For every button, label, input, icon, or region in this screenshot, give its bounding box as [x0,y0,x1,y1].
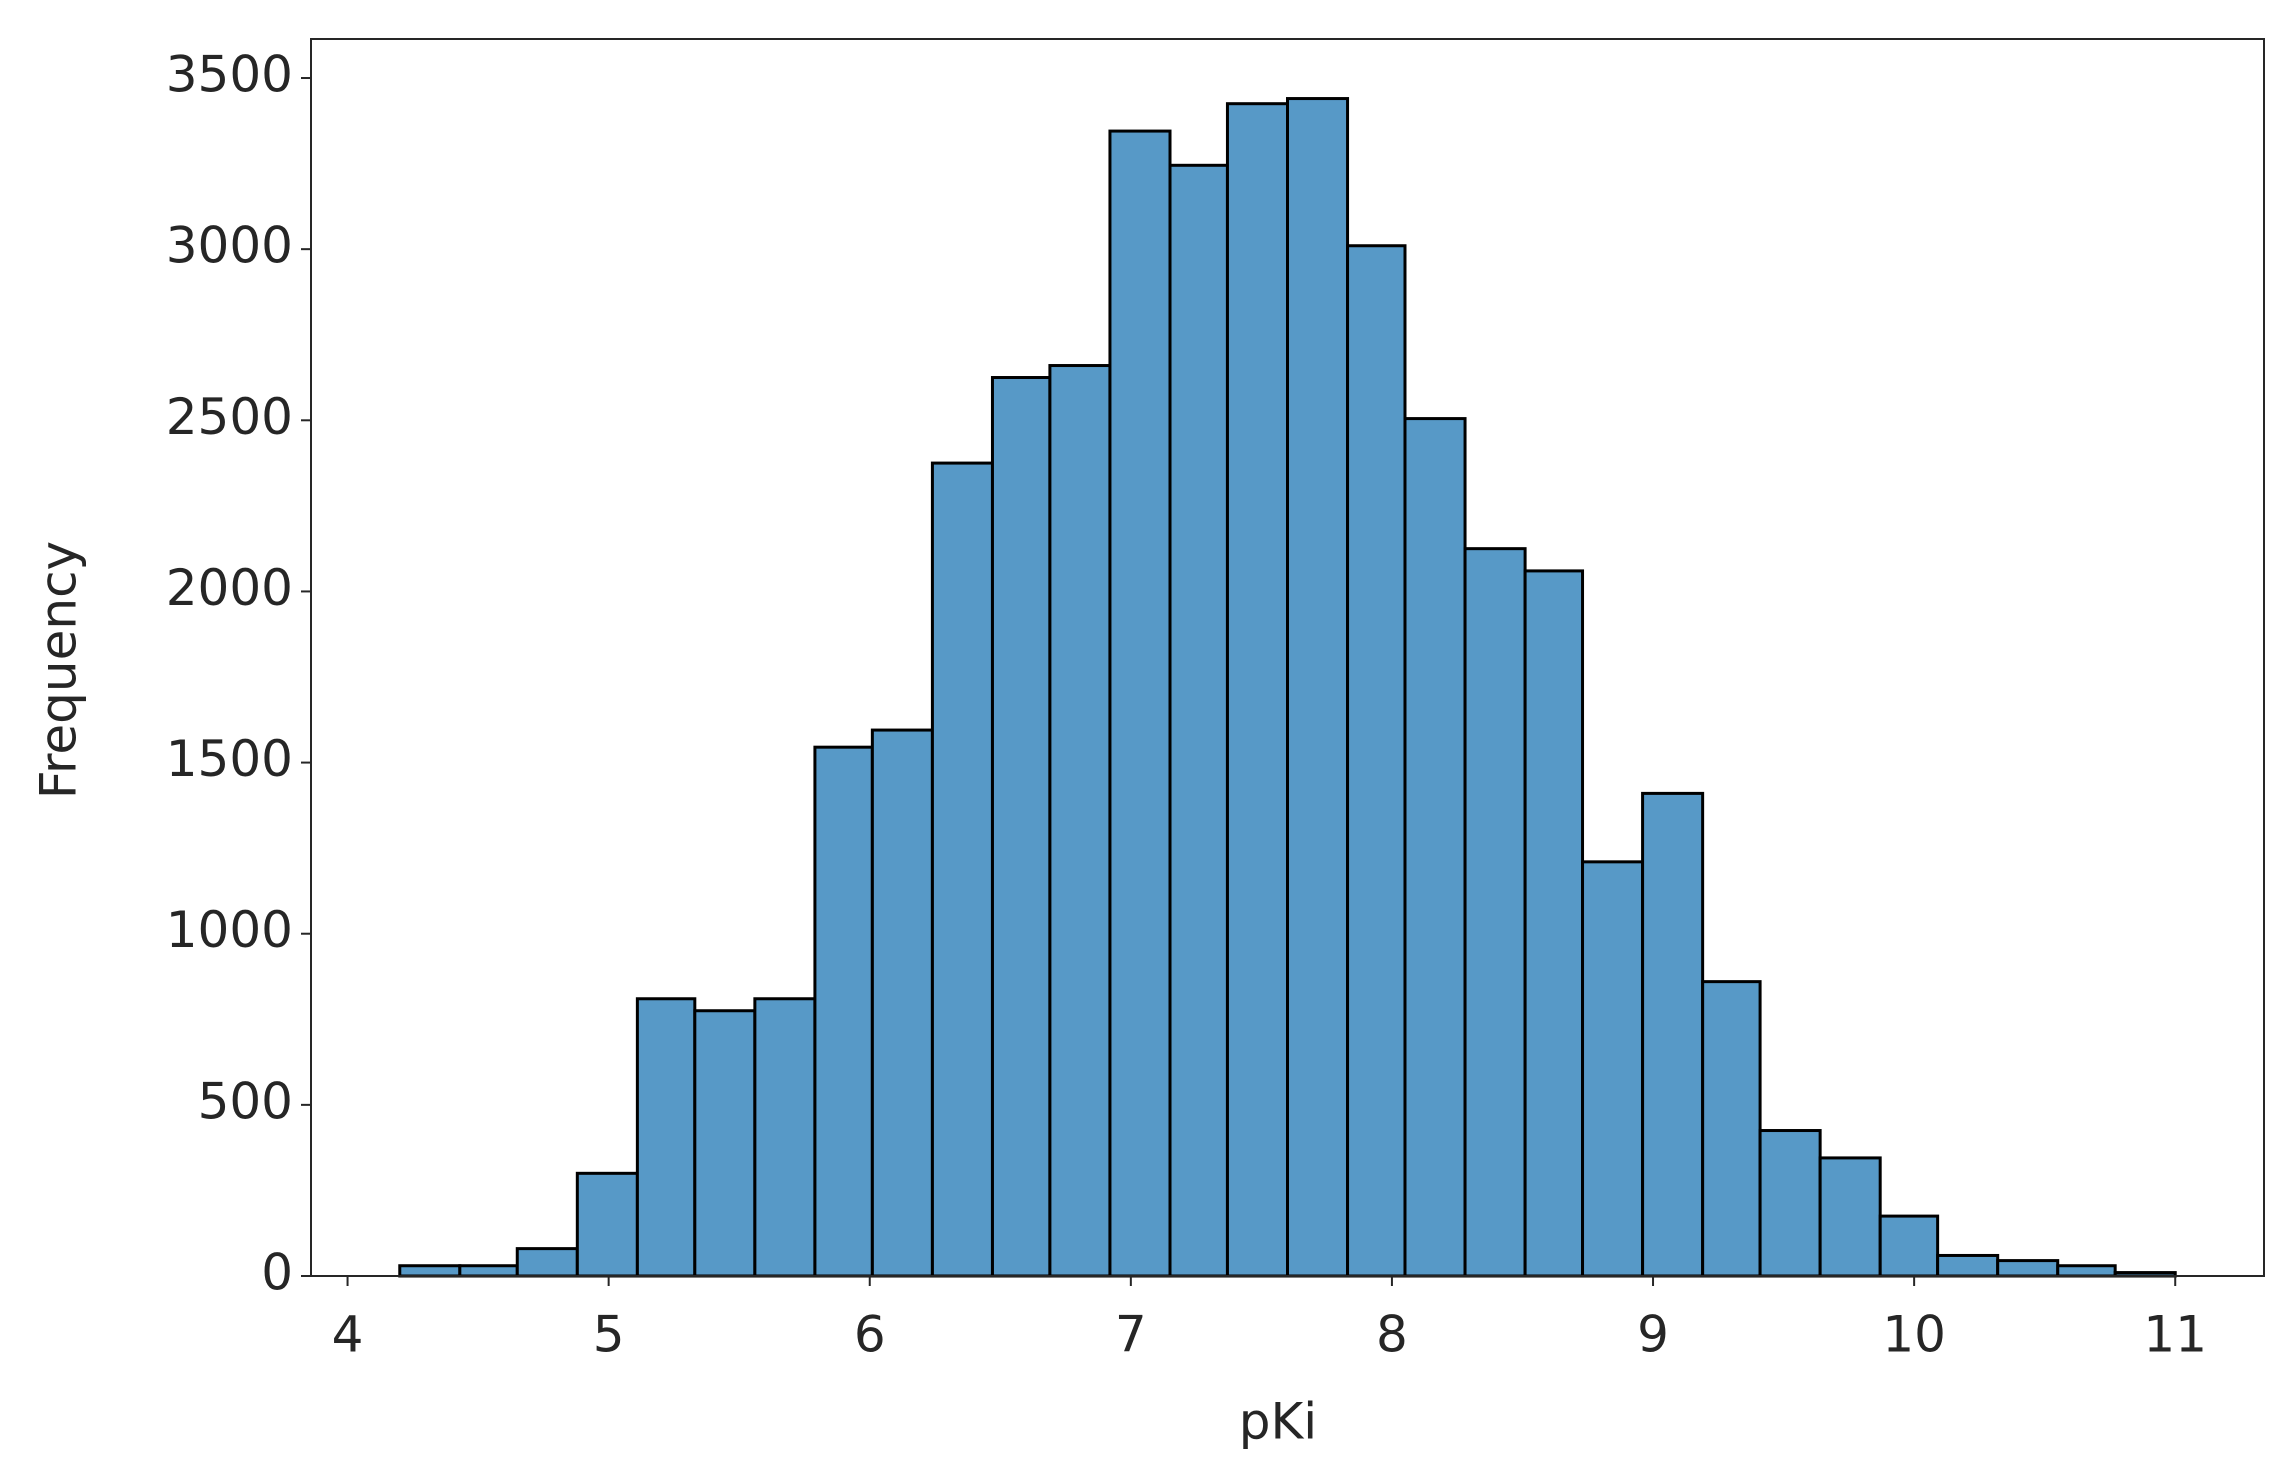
x-tick-label: 5 [593,1306,625,1364]
bar [1286,97,1350,1278]
bar [1936,1253,2000,1278]
bar [398,1264,462,1278]
bar [753,997,817,1278]
bar [1048,364,1112,1278]
bar [1523,569,1585,1278]
x-axis-label: pKi [1239,1393,1317,1451]
bar [1108,129,1172,1278]
y-tick-label: 2500 [166,388,293,446]
bar [575,1171,639,1278]
y-tick-label: 1500 [166,730,293,788]
bar [813,745,874,1278]
bar [1346,244,1407,1278]
x-tick-label: 9 [1637,1306,1669,1364]
y-tick-label: 1000 [166,901,293,959]
bar [1818,1156,1882,1278]
bar [2056,1264,2117,1278]
bar [1581,860,1645,1278]
y-tick-label: 500 [198,1072,293,1130]
bar [1403,417,1467,1278]
x-tick-label: 4 [332,1306,364,1364]
bar [1168,163,1229,1278]
y-tick-label: 2000 [166,559,293,617]
y-tick-label: 0 [261,1244,293,1302]
bar [1641,791,1705,1278]
bar [635,997,697,1278]
y-tick-label: 3000 [166,217,293,275]
bar [1463,547,1527,1278]
bar [870,728,934,1278]
bar [930,461,994,1278]
bar [1758,1129,1822,1278]
x-tick-label: 10 [1882,1306,1946,1364]
y-tick-label: 3500 [166,46,293,104]
bar [693,1009,757,1278]
plot-frame [310,38,2265,1277]
y-axis-label: Frequency [30,541,88,799]
bar [990,376,1052,1278]
x-tick-label: 11 [2143,1306,2207,1364]
bar [1701,980,1762,1278]
bar [1878,1214,1940,1278]
bar [1225,102,1290,1278]
x-tick-label: 8 [1376,1306,1408,1364]
x-tick-label: 7 [1115,1306,1147,1364]
x-tick-label: 6 [854,1306,886,1364]
bar [458,1264,519,1278]
bar [515,1247,579,1278]
bar [1996,1259,2060,1278]
